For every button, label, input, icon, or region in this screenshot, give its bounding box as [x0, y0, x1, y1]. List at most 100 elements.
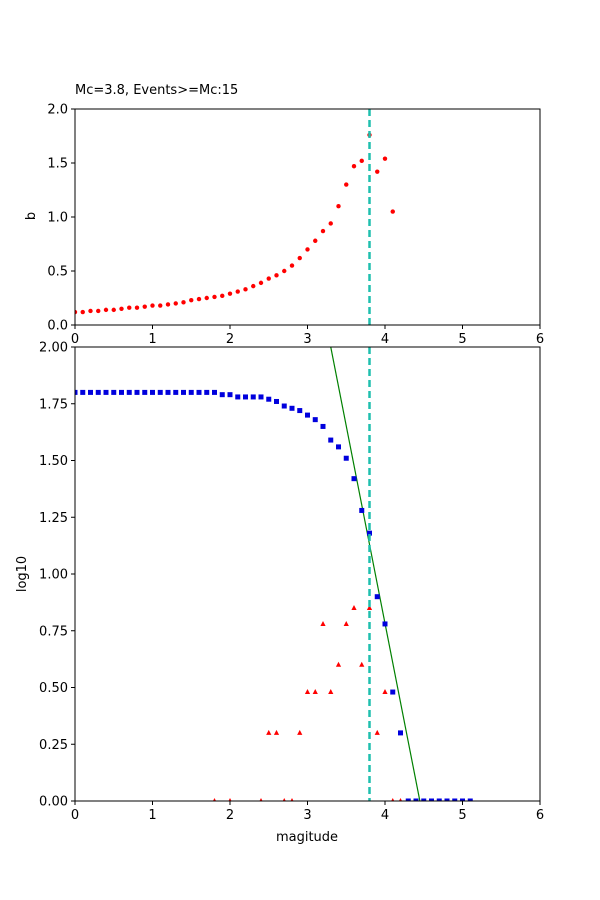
- non-cumulative-point: [366, 605, 373, 611]
- frequency-magnitude-plot: 0 1 2 3 4 5 6 0.00 0.25 0.50 0.75 1.00 1.25 1.50 1.75 2…: [39, 341, 544, 824]
- b-value-point: [220, 293, 225, 299]
- bottom-y-tick-label: 1.75: [39, 397, 68, 412]
- non-cumulative-point: [343, 620, 349, 626]
- cumulative-point: [452, 798, 458, 801]
- b-value-point: [382, 156, 388, 161]
- bottom-y-tick-label: 0.00: [39, 795, 68, 810]
- b-value-point: [258, 280, 264, 286]
- bottom-x-tick-label: 1: [148, 808, 156, 823]
- top-x-tick-label: 6: [536, 332, 544, 347]
- b-value-point: [111, 307, 116, 313]
- top-x-tick-label: 2: [226, 332, 234, 347]
- non-cumulative-point: [374, 729, 380, 735]
- cumulative-point: [235, 394, 241, 400]
- cumulative-point: [413, 798, 419, 801]
- b-value-point: [297, 255, 302, 261]
- bottom-y-tick-label: 1.25: [39, 511, 68, 526]
- top-x-tick-label: 4: [381, 332, 389, 347]
- non-cumulative-point: [320, 620, 326, 626]
- cumulative-point: [243, 394, 248, 400]
- top-y-tick-label: 0.5: [47, 265, 68, 280]
- cumulative-point: [134, 389, 140, 395]
- b-value-point: [119, 306, 124, 311]
- non-cumulative-point: [266, 729, 272, 735]
- b-value-point: [351, 164, 357, 169]
- cumulative-point: [467, 798, 473, 801]
- cumulative-point: [173, 389, 179, 395]
- b-value-point: [251, 283, 256, 289]
- cumulative-point: [328, 437, 334, 443]
- top-x-tick-label: 5: [458, 332, 466, 347]
- bottom-data-layer: [75, 347, 473, 801]
- bottom-x-tick-label: 5: [458, 808, 466, 823]
- bottom-x-axis-label: magitude: [276, 830, 338, 845]
- top-x-tick-label: 0: [71, 332, 79, 347]
- b-value-point: [204, 295, 209, 301]
- cumulative-point: [142, 389, 148, 395]
- b-value-point: [134, 305, 140, 310]
- cumulative-point: [429, 798, 434, 801]
- b-value-point: [282, 268, 287, 274]
- bottom-y-tick-label: 2.00: [39, 341, 68, 356]
- non-cumulative-point: [259, 798, 263, 801]
- non-cumulative-point: [282, 798, 286, 801]
- non-cumulative-point: [273, 729, 280, 735]
- b-value-point: [181, 300, 186, 305]
- top-y-tick-label: 2.0: [47, 103, 68, 118]
- cumulative-point: [250, 394, 256, 400]
- b-value-point: [227, 291, 233, 296]
- cumulative-point: [336, 444, 341, 450]
- cumulative-point: [297, 408, 303, 414]
- non-cumulative-point: [398, 798, 403, 801]
- bottom-y-tick-label: 0.25: [39, 738, 68, 753]
- cumulative-point: [359, 507, 365, 513]
- non-cumulative-point: [391, 798, 395, 801]
- b-value-point: [165, 302, 171, 307]
- b-value-point: [313, 238, 318, 243]
- cumulative-point: [367, 530, 372, 536]
- cumulative-point: [312, 417, 318, 423]
- top-x-tick-label: 3: [303, 332, 311, 347]
- b-value-plot: 0 1 2 3 4 5 6 0.0 0.5 1.0 1.5 2.0: [47, 103, 544, 348]
- b-value-point: [80, 309, 85, 315]
- b-value-point: [266, 276, 271, 281]
- cumulative-point: [126, 389, 132, 395]
- cumulative-point: [444, 798, 450, 801]
- b-value-point: [320, 228, 326, 234]
- cumulative-point: [219, 392, 225, 398]
- cumulative-point: [460, 798, 465, 801]
- b-value-point: [328, 221, 333, 226]
- cumulative-point: [274, 398, 279, 404]
- b-value-point: [359, 158, 364, 164]
- b-value-point: [75, 309, 78, 315]
- b-value-point: [235, 289, 240, 294]
- cumulative-point: [258, 394, 264, 400]
- cumulative-point: [266, 396, 272, 402]
- cumulative-point: [305, 412, 310, 418]
- b-value-point: [305, 247, 310, 252]
- b-value-point: [390, 209, 395, 214]
- bottom-y-tick-label: 0.50: [39, 681, 68, 696]
- cumulative-point: [382, 621, 388, 627]
- b-value-point: [336, 204, 341, 209]
- bottom-y-axis-label: log10: [15, 556, 30, 592]
- b-value-point: [127, 305, 132, 310]
- bottom-y-tick-label: 1.00: [39, 568, 68, 583]
- non-cumulative-point: [335, 661, 342, 667]
- cumulative-point: [351, 476, 357, 482]
- b-value-point: [88, 308, 93, 314]
- non-cumulative-point: [228, 798, 232, 801]
- fit-line: [330, 347, 421, 801]
- bottom-x-tick-label: 2: [226, 808, 234, 823]
- non-cumulative-point: [359, 661, 365, 667]
- cumulative-point: [436, 798, 442, 801]
- cumulative-point: [188, 389, 194, 395]
- cumulative-point: [181, 389, 186, 395]
- cumulative-point: [204, 389, 210, 395]
- b-value-point: [96, 308, 101, 314]
- non-cumulative-point: [290, 798, 294, 801]
- bottom-x-tick-label: 3: [303, 808, 311, 823]
- bottom-x-tick-label: 6: [536, 808, 544, 823]
